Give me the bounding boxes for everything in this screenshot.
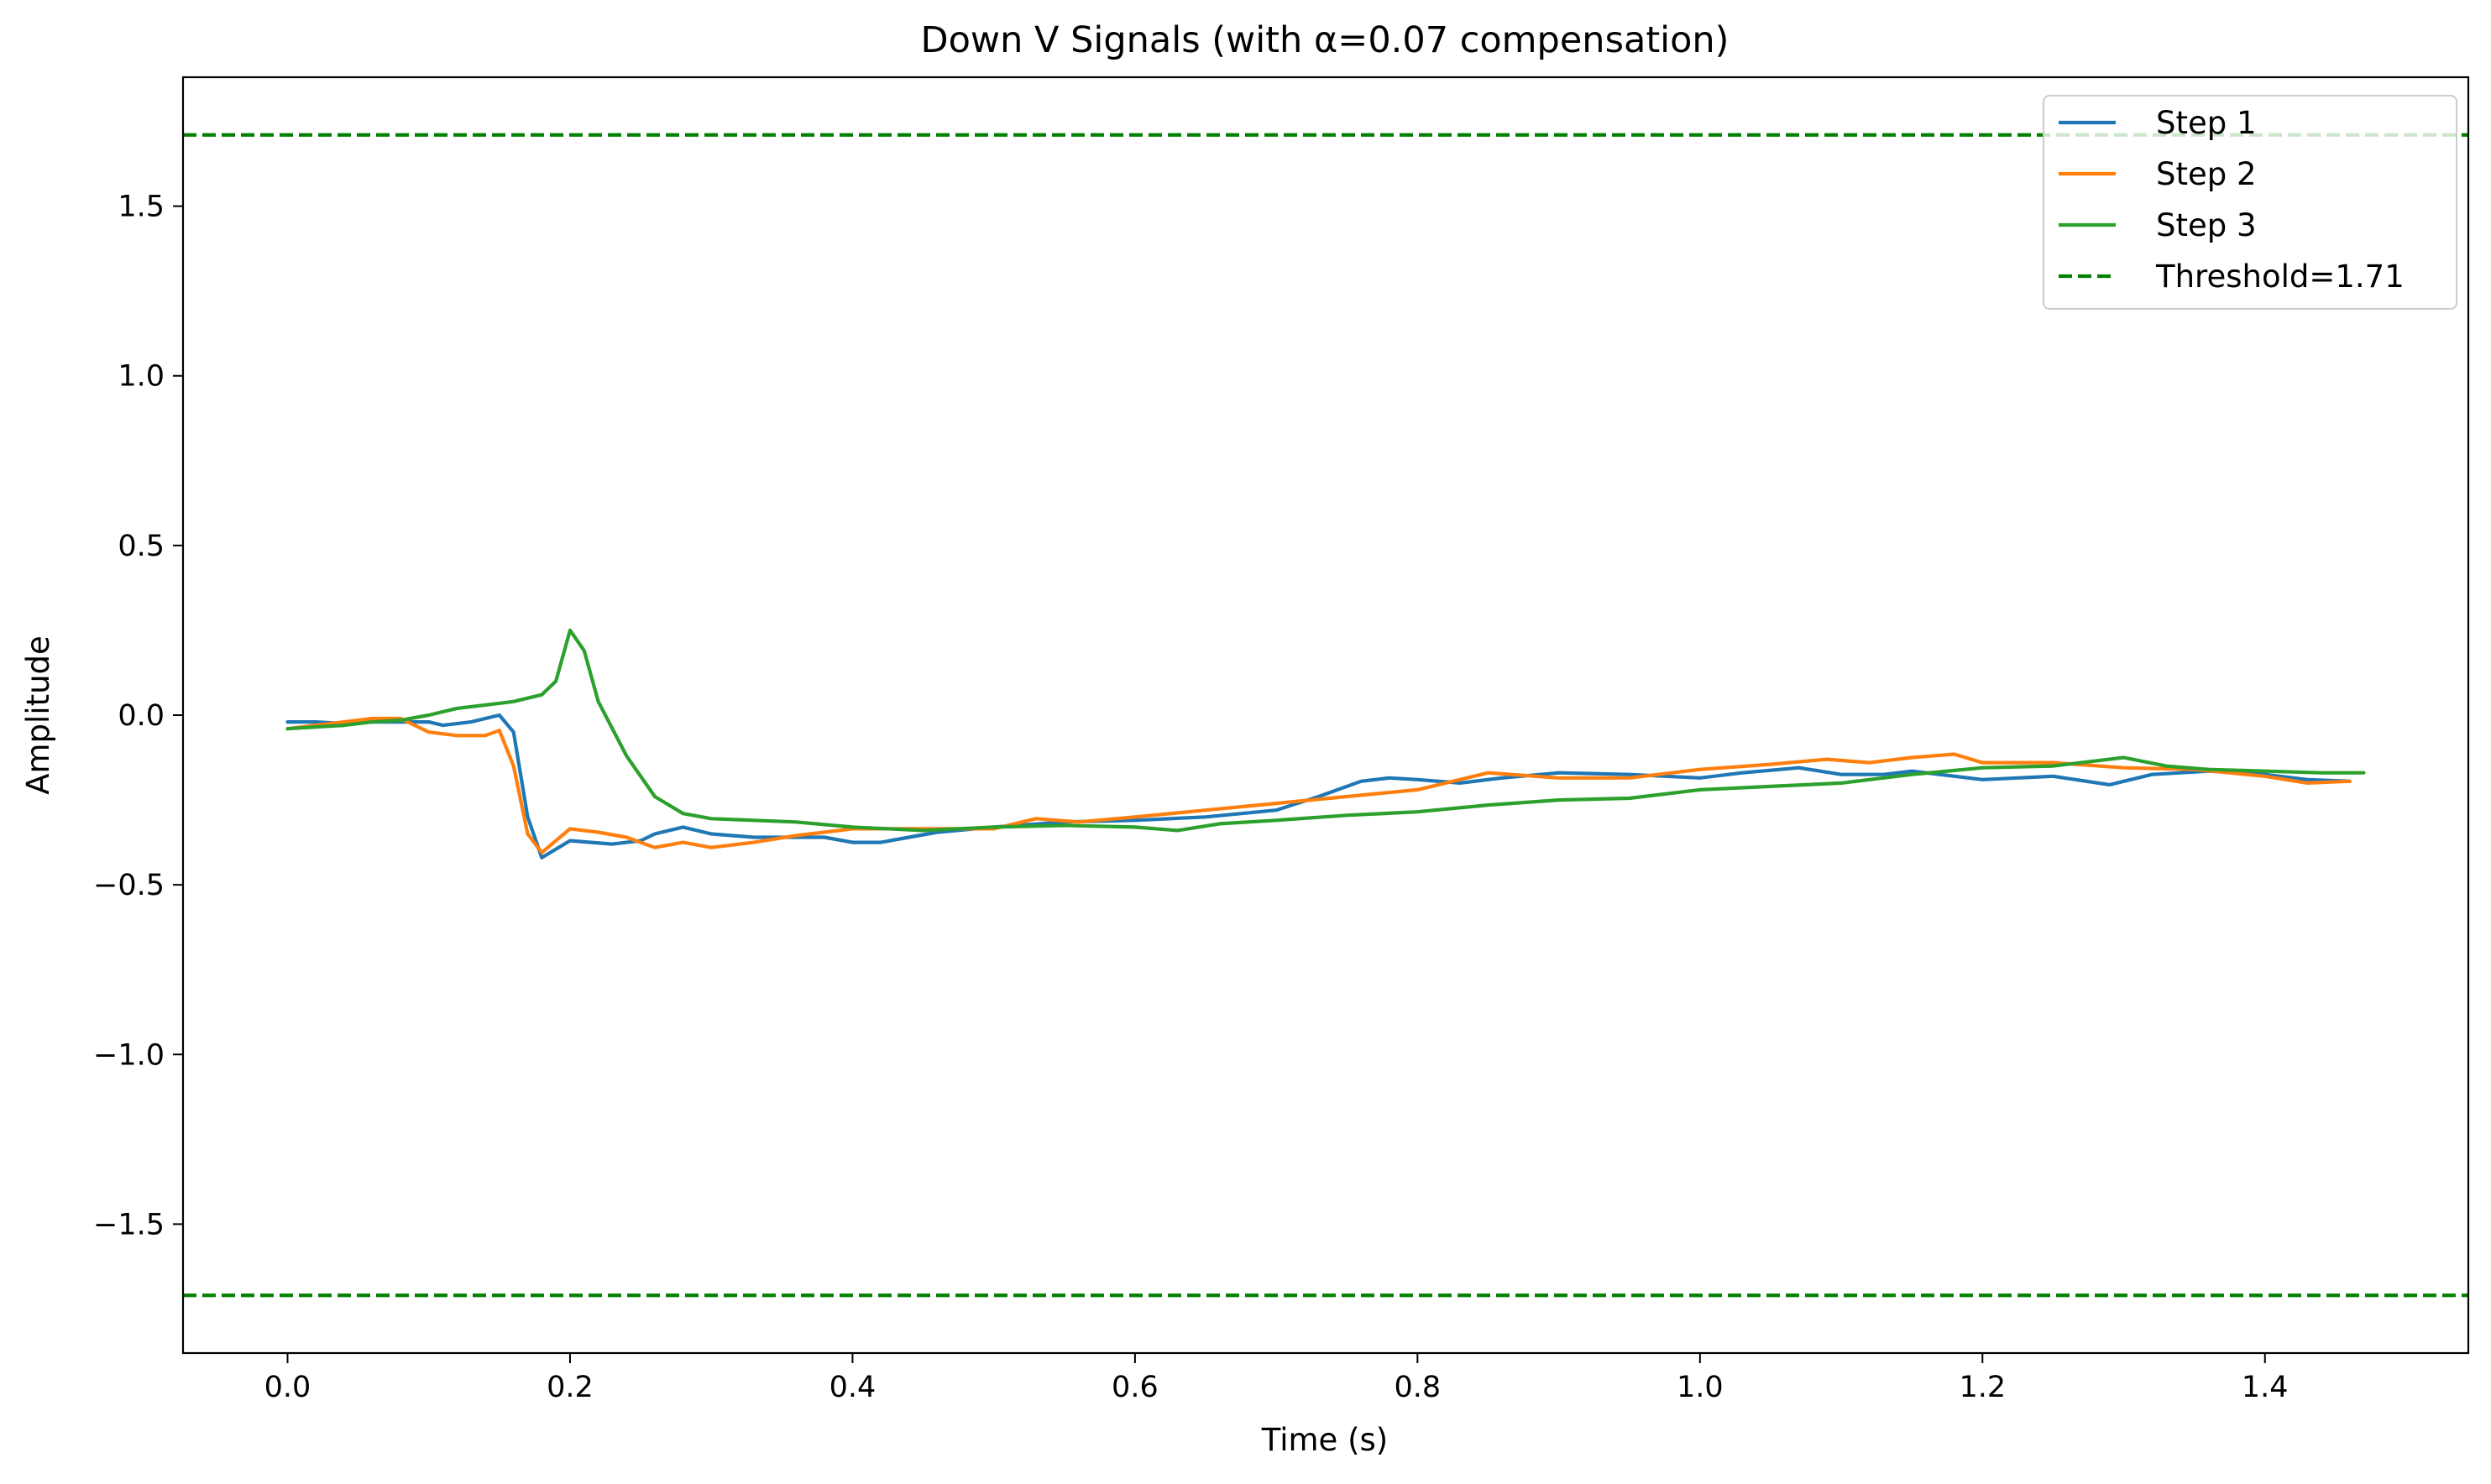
chart-title: Down V Signals (with α=0.07 compensation… — [921, 19, 1730, 61]
x-tick-label: 0.0 — [264, 1371, 311, 1404]
x-tick-label: 0.6 — [1112, 1371, 1159, 1404]
x-tick-label: 0.4 — [829, 1371, 877, 1404]
y-tick-label: 1.5 — [118, 191, 165, 224]
y-tick-label: 0.5 — [118, 530, 165, 563]
series-line-step-3 — [285, 628, 2366, 833]
series-line-step-2 — [285, 716, 2352, 854]
axis-ticks: 0.0 0.2 0.4 0.6 0.8 1.0 1.2 1.4 1.5 1.0 0.5 0.0 −0.5… — [93, 191, 2289, 1404]
x-tick-label: 1.2 — [1959, 1371, 2006, 1404]
y-axis-label: Amplitude — [20, 635, 56, 795]
y-tick-label: −1.0 — [93, 1038, 165, 1072]
x-tick-label: 1.0 — [1677, 1371, 1724, 1404]
y-tick-label: 1.0 — [118, 360, 165, 394]
y-tick-label: −1.5 — [93, 1208, 165, 1241]
x-axis-label: Time (s) — [1261, 1422, 1388, 1458]
y-tick-label: 0.0 — [118, 699, 165, 733]
legend-label: Step 2 — [2156, 156, 2257, 192]
legend-label: Step 1 — [2156, 105, 2257, 141]
legend-label: Threshold=1.71 — [2155, 259, 2405, 295]
legend: Step 1 Step 2 Step 3 Threshold=1.71 — [2043, 95, 2457, 310]
x-tick-label: 0.8 — [1395, 1371, 1442, 1404]
legend-label: Step 3 — [2156, 207, 2257, 243]
x-tick-label: 1.4 — [2242, 1371, 2289, 1404]
y-tick-label: −0.5 — [93, 869, 165, 902]
legend-box — [2043, 95, 2457, 310]
x-tick-label: 0.2 — [547, 1371, 594, 1404]
